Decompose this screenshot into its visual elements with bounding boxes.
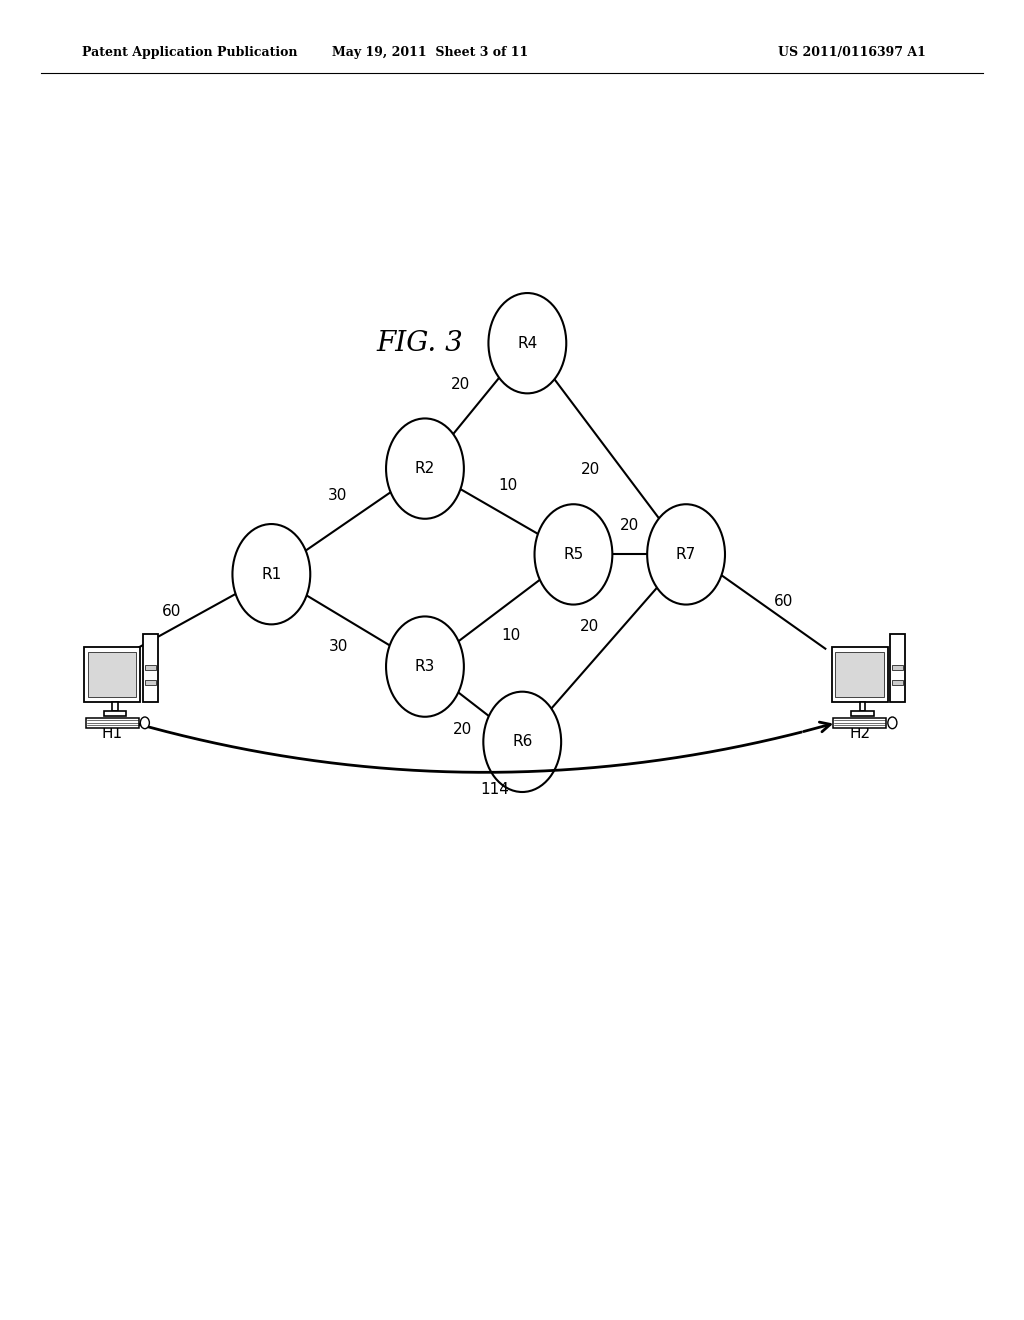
- Text: 20: 20: [621, 517, 639, 533]
- Bar: [836, 652, 884, 697]
- Bar: [103, 711, 126, 715]
- Bar: [86, 718, 138, 727]
- Circle shape: [386, 418, 464, 519]
- Bar: [831, 647, 888, 702]
- Circle shape: [888, 717, 897, 729]
- Text: 10: 10: [501, 628, 520, 643]
- Bar: [113, 702, 118, 711]
- Text: 20: 20: [453, 722, 472, 737]
- Bar: [893, 680, 903, 685]
- Text: R4: R4: [517, 335, 538, 351]
- Text: R5: R5: [563, 546, 584, 562]
- Text: 10: 10: [499, 478, 518, 492]
- Bar: [893, 665, 903, 671]
- Bar: [145, 680, 156, 685]
- Bar: [142, 634, 158, 702]
- Text: 114: 114: [480, 783, 510, 797]
- Text: 20: 20: [581, 462, 600, 477]
- Circle shape: [483, 692, 561, 792]
- Circle shape: [140, 717, 150, 729]
- Bar: [84, 647, 140, 702]
- Text: US 2011/0116397 A1: US 2011/0116397 A1: [778, 46, 926, 59]
- Circle shape: [647, 504, 725, 605]
- Text: 20: 20: [451, 378, 470, 392]
- Text: R1: R1: [261, 566, 282, 582]
- Text: FIG. 3: FIG. 3: [377, 330, 463, 356]
- Circle shape: [535, 504, 612, 605]
- Bar: [890, 634, 905, 702]
- Bar: [860, 702, 865, 711]
- Text: 60: 60: [162, 605, 181, 619]
- Bar: [88, 652, 136, 697]
- Text: 20: 20: [580, 619, 599, 634]
- Text: 30: 30: [328, 488, 347, 503]
- Text: R3: R3: [415, 659, 435, 675]
- Circle shape: [232, 524, 310, 624]
- Bar: [145, 665, 156, 671]
- Text: 60: 60: [774, 594, 794, 609]
- Bar: [834, 718, 886, 727]
- Text: R2: R2: [415, 461, 435, 477]
- Text: Patent Application Publication: Patent Application Publication: [82, 46, 297, 59]
- Bar: [851, 711, 873, 715]
- Circle shape: [386, 616, 464, 717]
- Text: R7: R7: [676, 546, 696, 562]
- Text: May 19, 2011  Sheet 3 of 11: May 19, 2011 Sheet 3 of 11: [332, 46, 528, 59]
- Text: H2: H2: [849, 726, 870, 742]
- Text: 30: 30: [329, 639, 348, 655]
- Text: H1: H1: [101, 726, 123, 742]
- Circle shape: [488, 293, 566, 393]
- Text: R6: R6: [512, 734, 532, 750]
